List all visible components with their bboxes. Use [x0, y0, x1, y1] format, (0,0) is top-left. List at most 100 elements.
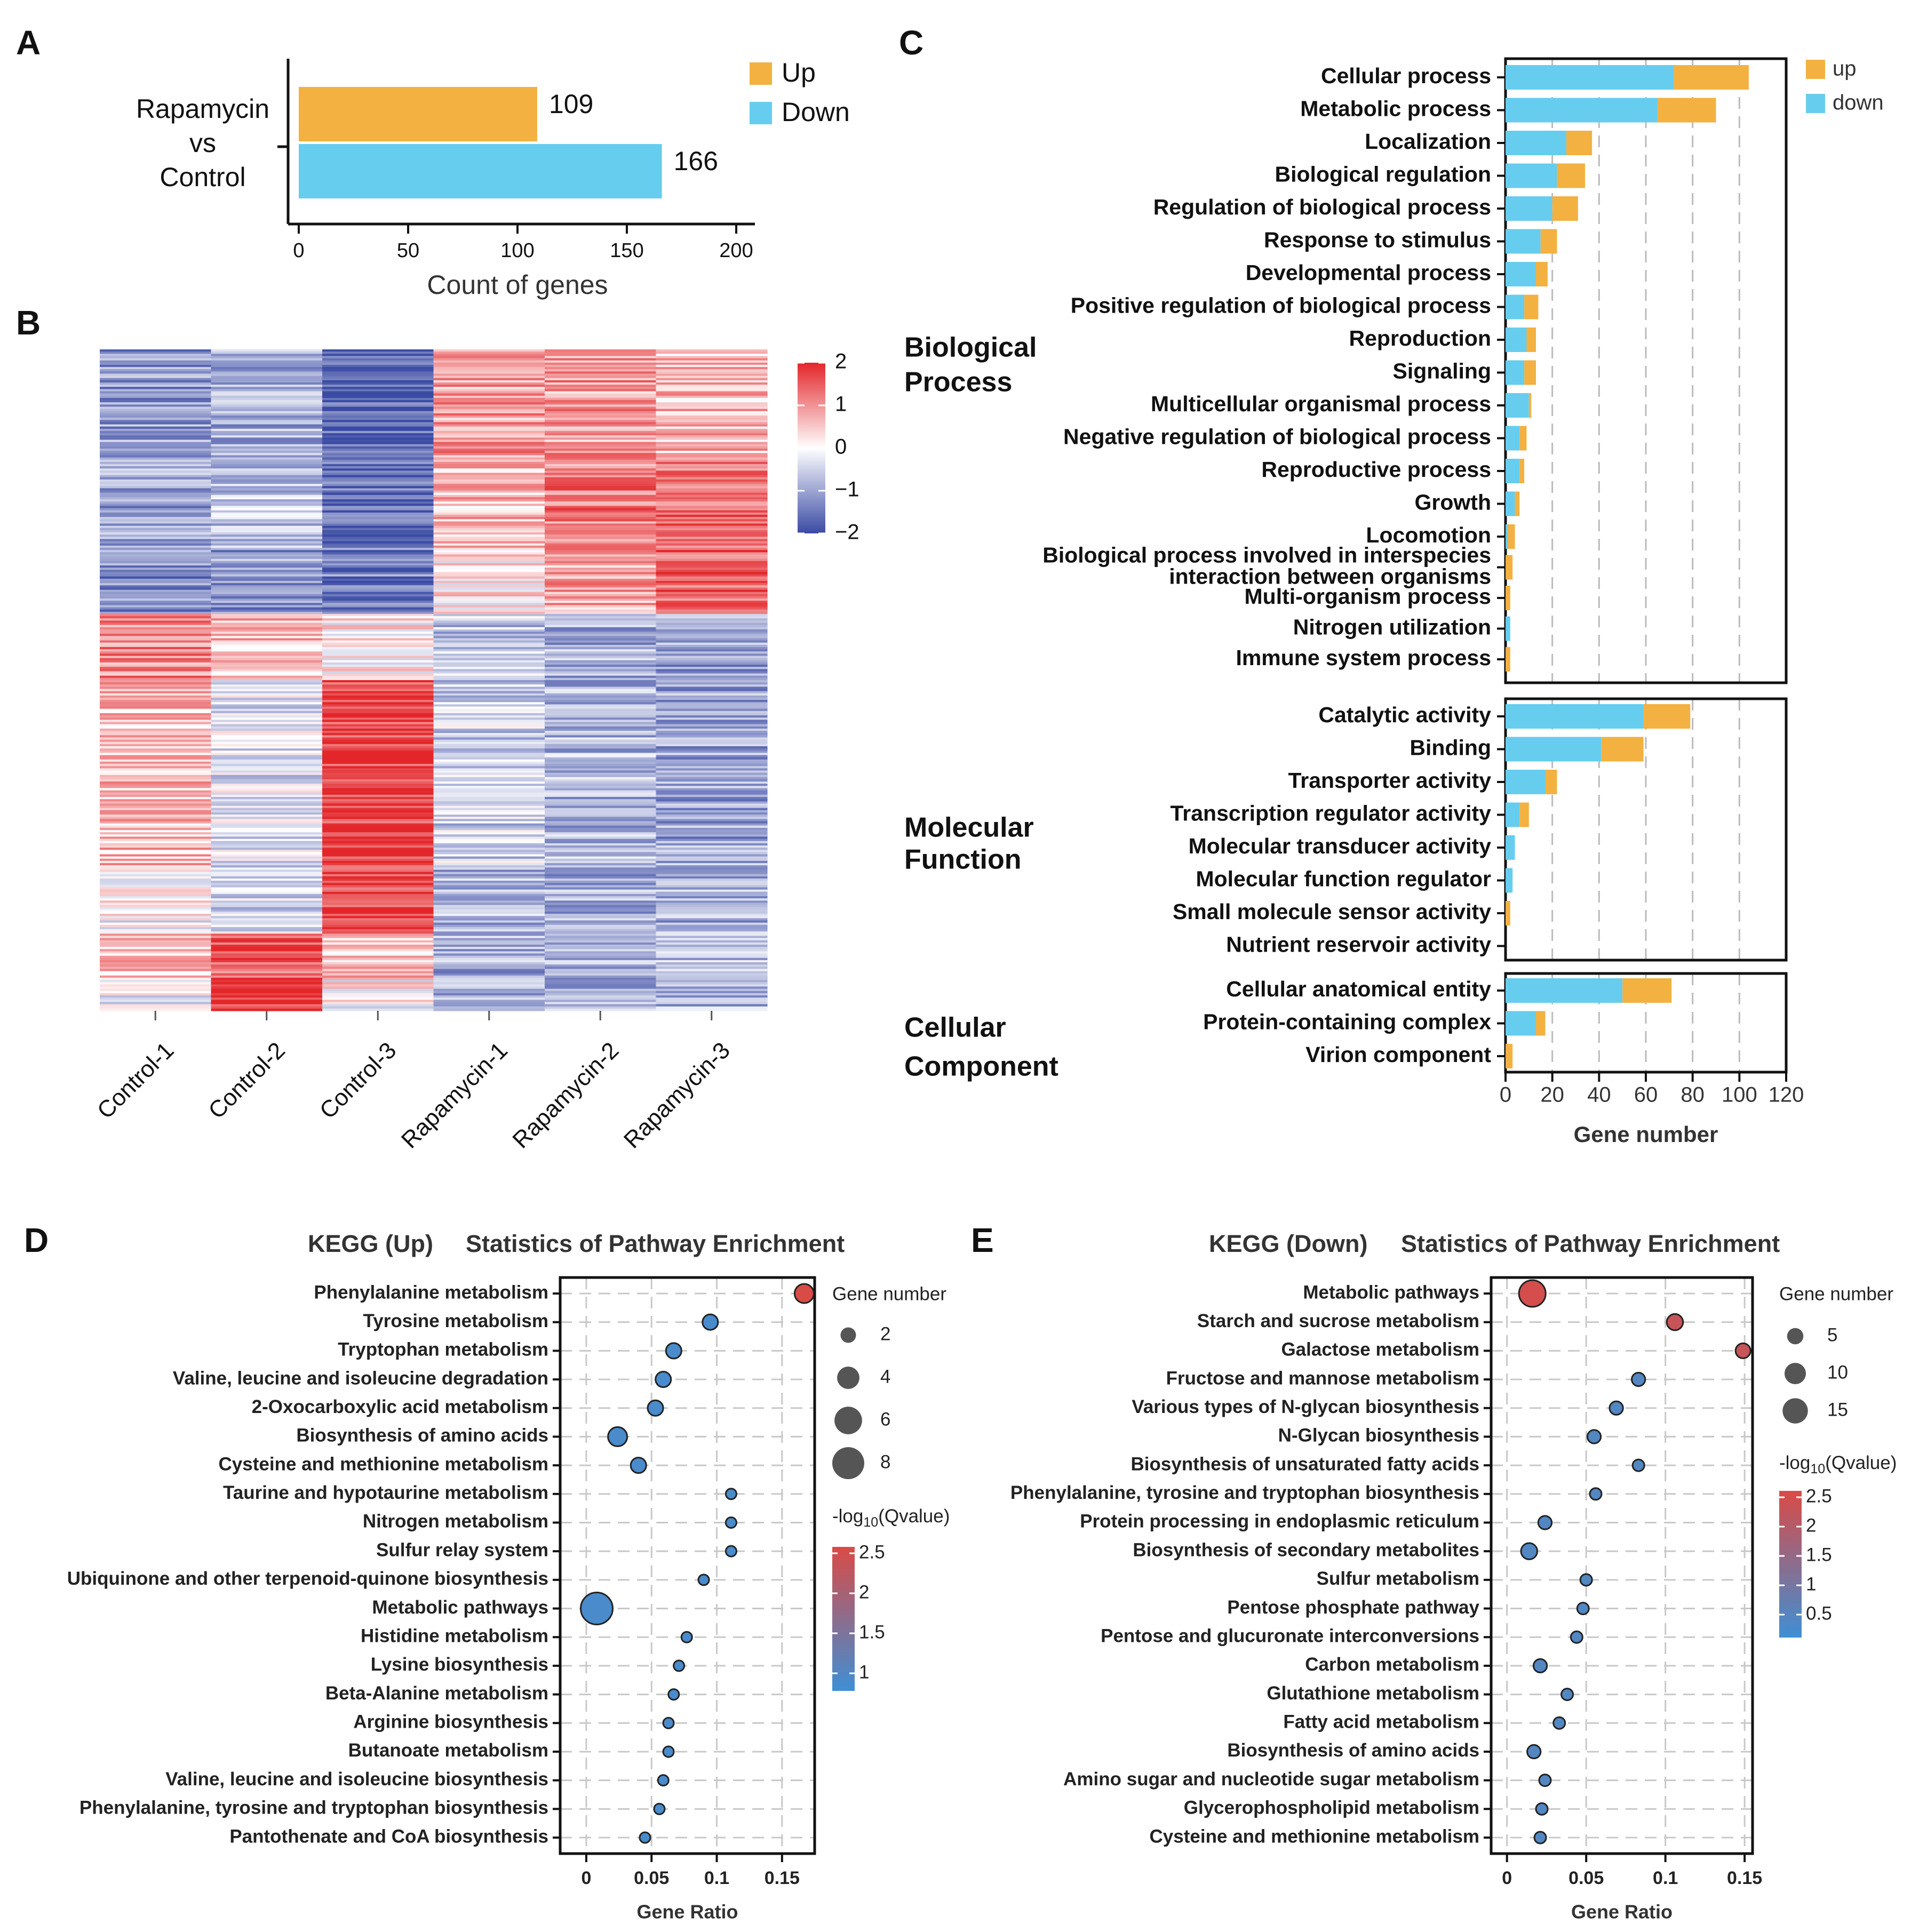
heatmap-cell: [545, 819, 657, 822]
heatmap-cell: [656, 808, 768, 811]
heatmap-cell: [100, 797, 212, 800]
heatmap-cell: [433, 942, 545, 945]
heatmap-cell: [322, 825, 434, 828]
heatmap-cell: [433, 354, 545, 356]
heatmap-cell: [656, 784, 768, 786]
heatmap-cell: [100, 391, 212, 394]
heatmap-cell: [100, 881, 212, 883]
heatmap-cell: [211, 704, 323, 707]
heatmap-cell: [211, 728, 323, 731]
heatmap-cell: [211, 598, 323, 601]
heatmap-cell: [211, 373, 323, 377]
heatmap-cell: [100, 422, 212, 425]
heatmap-cell: [433, 684, 545, 687]
heatmap-cell: [545, 395, 657, 398]
pathway-label: Valine, leucine and isoleucine biosynthe…: [165, 1769, 548, 1790]
heatmap-cell: [656, 896, 768, 899]
heatmap-cell: [100, 455, 212, 458]
heatmap-cell: [322, 455, 434, 458]
heatmap-cell: [433, 748, 545, 751]
heatmap-cell: [656, 761, 768, 764]
heatmap-cell: [433, 508, 545, 511]
bar-down: [1506, 426, 1520, 451]
heatmap-cell: [433, 537, 545, 540]
heatmap-cell: [545, 722, 657, 725]
heatmap-cell: [100, 625, 212, 628]
heatmap-cell: [211, 799, 323, 802]
heatmap-cell: [322, 997, 434, 1000]
heatmap-cell: [322, 815, 434, 817]
heatmap-cell: [433, 541, 545, 544]
heatmap-cell: [322, 464, 434, 467]
bubble-point: [653, 1802, 666, 1815]
heatmap-cell: [322, 378, 434, 381]
bar-down: [1506, 868, 1513, 893]
heatmap-cell: [545, 843, 657, 846]
heatmap-cell: [211, 896, 323, 899]
heatmap-cell: [322, 433, 434, 436]
heatmap-cell: [322, 960, 434, 963]
heatmap-cell: [545, 995, 657, 998]
heatmap-cell: [545, 397, 657, 401]
heatmap-cell: [211, 775, 323, 778]
heatmap-cell: [211, 541, 323, 544]
bar-down: [1506, 770, 1546, 794]
category-label: Metabolic process: [1300, 96, 1491, 121]
heatmap-cell: [545, 589, 657, 593]
heatmap-cell: [322, 1006, 434, 1009]
heatmap-cell: [545, 523, 657, 526]
colorbar-tick-label: 2: [835, 350, 847, 373]
heatmap-cell: [211, 710, 323, 714]
heatmap-cell: [433, 889, 545, 892]
heatmap-cell: [211, 380, 323, 383]
pathway-label: Valine, leucine and isoleucine degradati…: [173, 1368, 548, 1388]
heatmap-cell: [433, 642, 545, 645]
heatmap-cell: [433, 766, 545, 769]
heatmap-cell: [322, 592, 434, 595]
pathway-label: Fatty acid metabolism: [1283, 1712, 1479, 1733]
heatmap-cell: [322, 349, 434, 352]
heatmap-cell: [100, 903, 212, 906]
heatmap-cell: [433, 980, 545, 983]
x-tick-label: 0: [1500, 1083, 1511, 1107]
heatmap-cell: [322, 409, 434, 412]
heatmap-cell: [211, 955, 323, 959]
heatmap-cell: [656, 665, 768, 667]
heatmap-cell: [545, 735, 657, 738]
heatmap-cell: [322, 832, 434, 835]
heatmap-cell: [656, 656, 768, 659]
heatmap-cell: [433, 574, 545, 577]
heatmap-cell: [545, 922, 657, 925]
heatmap-cell: [322, 658, 434, 661]
heatmap-cell: [322, 482, 434, 484]
heatmap-cell: [322, 982, 434, 985]
heatmap-cell: [545, 585, 657, 588]
heatmap-cell: [322, 746, 434, 749]
heatmap-cell: [545, 799, 657, 802]
heatmap-cell: [100, 748, 212, 751]
heatmap-cell: [545, 825, 657, 828]
heatmap-cell: [322, 561, 434, 564]
bar-down: [1506, 196, 1552, 221]
heatmap-cell: [100, 642, 212, 645]
heatmap-cell: [656, 444, 768, 447]
heatmap-cell: [100, 512, 212, 515]
heatmap-cell: [211, 611, 323, 614]
heatmap-cell: [545, 728, 657, 731]
heatmap-cell: [433, 449, 545, 451]
heatmap-cell: [322, 424, 434, 427]
legend-swatch: [750, 102, 772, 124]
heatmap-cell: [545, 530, 657, 533]
heatmap-cell: [322, 803, 434, 807]
heatmap-cell: [656, 395, 768, 398]
heatmap-cell: [322, 788, 434, 791]
heatmap-cell: [211, 486, 323, 489]
pathway-label: Tyrosine metabolism: [363, 1311, 548, 1331]
heatmap-cell: [100, 753, 212, 756]
heatmap-cell: [433, 761, 545, 764]
pathway-label: Amino sugar and nucleotide sugar metabol…: [1063, 1769, 1479, 1790]
heatmap-cell: [433, 918, 545, 921]
heatmap-cell: [211, 581, 323, 584]
heatmap-cell: [433, 578, 545, 581]
heatmap-cell: [211, 576, 323, 579]
